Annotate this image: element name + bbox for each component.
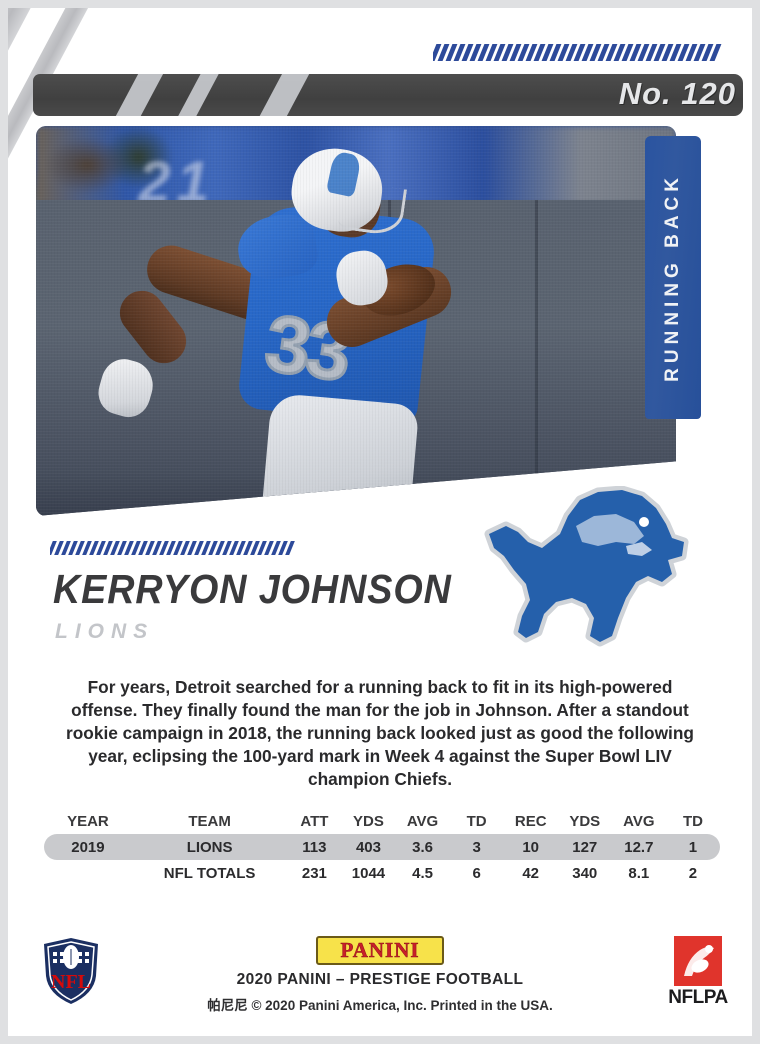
nfl-shield-icon: NFL	[44, 938, 98, 1004]
stats-header-cell: AVG	[406, 812, 439, 830]
stats-cell: 403	[341, 834, 396, 860]
stats-header-cell: ATT	[300, 812, 329, 830]
table-row: 2019 LIONS 113 403 3.6 3 10 127 12.7 1	[44, 834, 720, 860]
stats-cell: 340	[572, 864, 598, 882]
nflpa-player-icon	[674, 936, 722, 986]
stats-cell: 12.7	[611, 834, 666, 860]
stats-cell: 113	[287, 834, 342, 860]
hash-marks-bottom	[50, 541, 340, 555]
stats-header-cell: YDS	[353, 812, 384, 830]
stats-cell: 2	[688, 864, 698, 882]
card-header-bar	[33, 74, 743, 116]
stats-cell: 3	[449, 834, 504, 860]
position-label: RUNNING BACK	[662, 173, 683, 382]
stats-cell: 10	[503, 834, 558, 860]
stats-cell: 127	[557, 834, 612, 860]
stats-cell: 4.5	[412, 864, 433, 882]
stats-cell: 231	[301, 864, 327, 882]
card-number: No. 120	[618, 76, 736, 111]
position-tab: RUNNING BACK	[645, 136, 701, 419]
stats-header-cell: REC	[514, 812, 547, 830]
stats-header-cell: AVG	[623, 812, 655, 830]
stats-cell: 6	[472, 864, 481, 882]
stats-header-cell: TD	[466, 812, 487, 830]
stats-cell: 1	[665, 834, 720, 860]
stats-header-cell: YEAR	[67, 812, 109, 830]
page-title: KERRYON JOHNSON	[53, 566, 452, 612]
stats-header-row: YEAR TEAM ATT YDS AVG TD REC YDS AVG TD	[44, 808, 720, 834]
stats-cell	[44, 860, 132, 886]
trading-card: No. 120 21 33	[8, 8, 752, 1036]
team-label: LIONS	[55, 620, 155, 643]
stats-cell: 42	[522, 864, 540, 882]
stats-cell: LIONS	[131, 834, 288, 860]
player-bio: For years, Detroit searched for a runnin…	[66, 677, 694, 789]
table-row: NFL TOTALS 231 1044 4.5 6 42 340 8.1 2	[44, 860, 720, 886]
hash-marks-top	[433, 44, 733, 61]
stats-header-cell: YDS	[569, 812, 601, 830]
stats-cell: 2019	[44, 834, 132, 860]
stats-cell: 8.1	[628, 864, 650, 882]
lions-team-logo	[484, 486, 689, 647]
stats-cell: NFL TOTALS	[163, 864, 256, 882]
stats-cell: 1044	[351, 864, 386, 882]
nfl-label: NFL	[51, 971, 91, 993]
panini-label: PANINI	[340, 938, 420, 963]
nflpa-logo: NFLPA	[663, 936, 733, 1014]
copyright-line: 帕尼尼 © 2020 Panini America, Inc. Printed …	[207, 998, 553, 1013]
stats-header-cell: TD	[682, 812, 703, 830]
nflpa-label: NFLPA	[668, 987, 728, 1008]
product-line: 2020 PANINI – PRESTIGE FOOTBALL	[236, 971, 524, 988]
player-photo: 21 33	[36, 126, 676, 516]
stats-table: YEAR TEAM ATT YDS AVG TD REC YDS AVG TD …	[44, 808, 720, 886]
panini-logo: PANINI	[316, 936, 444, 965]
stats-header-cell: TEAM	[188, 812, 231, 830]
stats-cell: 3.6	[395, 834, 450, 860]
